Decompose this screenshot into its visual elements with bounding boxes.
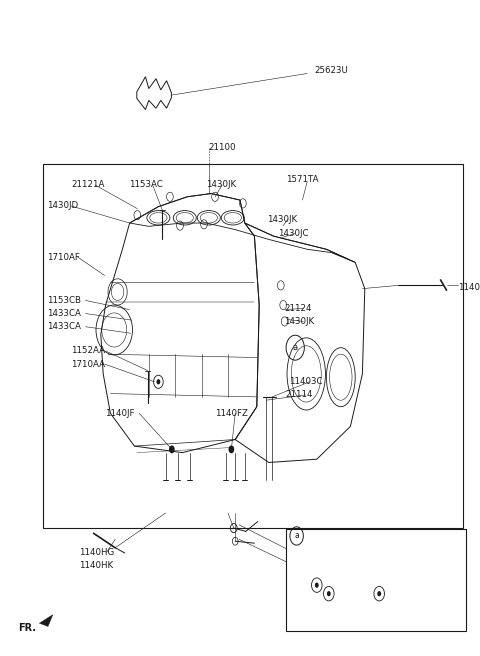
Text: (ALT.): (ALT.) xyxy=(366,545,387,554)
Circle shape xyxy=(156,379,160,384)
Text: FR.: FR. xyxy=(18,623,36,634)
Text: 1140EJ: 1140EJ xyxy=(458,283,480,292)
Text: 1430JK: 1430JK xyxy=(267,215,298,224)
Text: 1710AA: 1710AA xyxy=(71,359,105,369)
Text: 1152AA: 1152AA xyxy=(71,346,105,356)
Text: 1140HK: 1140HK xyxy=(79,561,113,570)
Text: 11403C: 11403C xyxy=(289,377,323,386)
Text: 1140JF: 1140JF xyxy=(105,409,134,418)
Text: 21150: 21150 xyxy=(289,544,316,554)
Text: 1140FZ: 1140FZ xyxy=(215,409,248,418)
Text: 1751GI: 1751GI xyxy=(313,558,342,567)
Text: 21114: 21114 xyxy=(286,390,313,400)
Text: 1170AA: 1170AA xyxy=(289,558,323,567)
Text: 1433CA: 1433CA xyxy=(47,309,81,318)
Circle shape xyxy=(169,445,175,453)
Text: 1140HG: 1140HG xyxy=(79,548,114,557)
Text: 1430JK: 1430JK xyxy=(284,317,314,326)
Circle shape xyxy=(377,591,381,596)
Circle shape xyxy=(327,591,331,596)
Text: 21100: 21100 xyxy=(209,143,236,152)
Circle shape xyxy=(228,445,234,453)
Text: 21124: 21124 xyxy=(284,304,312,313)
Text: 21133: 21133 xyxy=(306,545,331,554)
Text: 25623U: 25623U xyxy=(314,66,348,75)
Text: 1430JK: 1430JK xyxy=(206,180,237,190)
Text: 1571TA: 1571TA xyxy=(286,174,318,184)
Text: 1430JD: 1430JD xyxy=(47,201,78,211)
Polygon shape xyxy=(39,615,53,626)
Text: 1430JC: 1430JC xyxy=(278,229,309,238)
Text: 1433CA: 1433CA xyxy=(47,322,81,331)
Text: a: a xyxy=(294,531,299,541)
Bar xyxy=(286,529,466,631)
Text: a: a xyxy=(293,343,298,352)
Text: 1153CB: 1153CB xyxy=(47,296,81,305)
Text: 21121A: 21121A xyxy=(71,180,105,190)
Text: 1153AC: 1153AC xyxy=(129,180,162,190)
Text: 21314A: 21314A xyxy=(366,558,396,567)
Circle shape xyxy=(315,583,319,588)
Bar xyxy=(43,164,463,528)
Text: 1710AF: 1710AF xyxy=(47,253,80,262)
